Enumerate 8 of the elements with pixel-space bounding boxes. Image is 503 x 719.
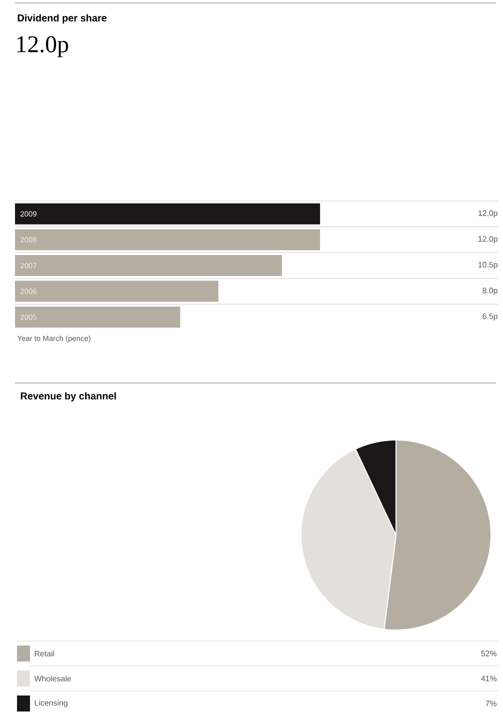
- bar: [15, 306, 180, 328]
- bar: [15, 254, 282, 276]
- bar: [15, 203, 320, 224]
- bar: [15, 280, 218, 302]
- chart-subtitle: 12.0p: [17, 36, 68, 58]
- bar: [15, 229, 320, 250]
- chart-title: Dividend per share: [18, 14, 107, 24]
- chart-title: Revenue by channel: [20, 392, 116, 402]
